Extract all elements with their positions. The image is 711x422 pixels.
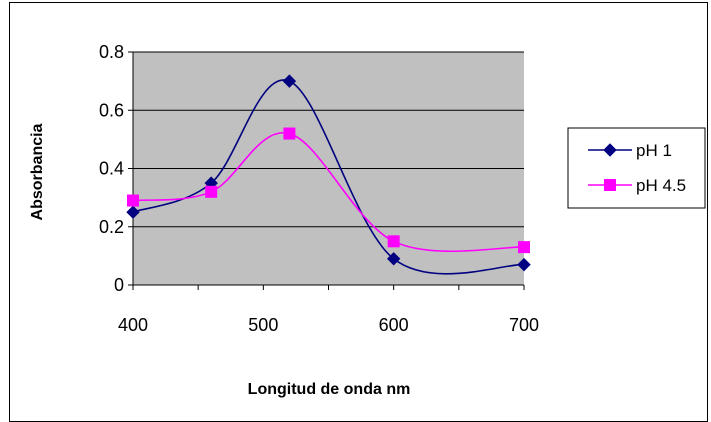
legend-items: pH 1 pH 4.5 <box>588 141 686 195</box>
data-point <box>387 235 400 248</box>
legend-swatch-marker <box>603 143 617 157</box>
data-point <box>517 257 531 272</box>
chart: 0 0.2 0.4 0.6 0.8 400 500 600 700 Absorbancia Lo… <box>29 42 706 398</box>
data-point <box>518 241 530 254</box>
data-point <box>126 205 140 219</box>
x-tick-label: 600 <box>379 315 409 335</box>
x-tick-label: 500 <box>248 315 278 335</box>
data-point <box>283 127 296 140</box>
y-axis-title: Absorbancia <box>29 123 46 220</box>
legend-label: pH 4.5 <box>636 176 686 195</box>
x-tick-label: 400 <box>118 315 148 335</box>
legend: pH 1 pH 4.5 <box>567 127 706 209</box>
series-layer <box>126 74 531 275</box>
legend-swatch-marker <box>604 179 616 191</box>
x-axis-title: Longitud de onda nm <box>248 381 411 398</box>
legend-item: pH 1 <box>588 141 672 160</box>
tick-labels: 0 0.2 0.4 0.6 0.8 400 500 600 700 <box>99 42 539 335</box>
y-tick-label: 0.4 <box>99 159 124 179</box>
y-tick-label: 0 <box>114 275 124 295</box>
x-tick-label: 700 <box>509 315 539 335</box>
y-tick-label: 0.6 <box>99 100 124 120</box>
data-point <box>205 185 218 198</box>
plot-area <box>126 51 531 290</box>
series-2 <box>127 127 530 254</box>
data-point <box>386 252 401 266</box>
axes <box>128 51 525 290</box>
data-point <box>282 74 297 88</box>
legend-label: pH 1 <box>636 141 672 160</box>
y-tick-label: 0.8 <box>99 42 124 62</box>
data-point <box>127 194 139 207</box>
series-line <box>132 131 525 253</box>
series-line <box>132 79 525 275</box>
legend-item: pH 4.5 <box>588 176 686 195</box>
gridlines <box>133 51 524 228</box>
legend-box <box>567 127 706 209</box>
y-tick-label: 0.2 <box>99 217 124 237</box>
